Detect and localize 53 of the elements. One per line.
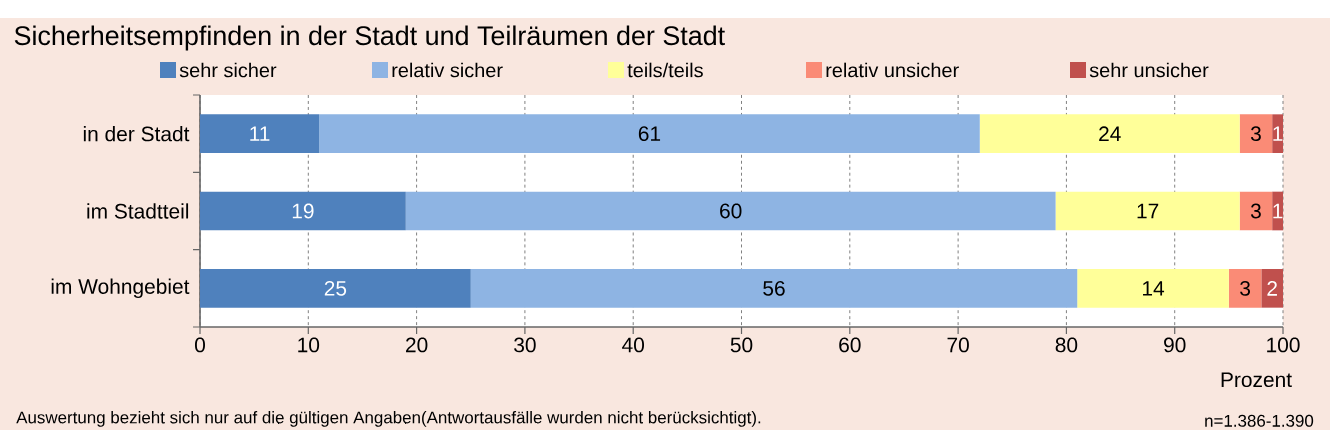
x-tick-label: 40 (622, 337, 645, 353)
data-label: 61 (638, 126, 661, 142)
bar (1272, 191, 1284, 231)
chart-title: Sicherheitsempfinden in der Stadt und Teilräumen der Stadt (14, 25, 725, 51)
legend-label: sehr unsicher (1089, 62, 1209, 78)
data-label: 11 (250, 126, 270, 141)
data-label: 2 (1267, 281, 1277, 296)
legend-label: sehr sicher (179, 62, 277, 78)
data-label: 3 (1240, 280, 1251, 296)
text: Auswertung bezieht sich nur auf die gültigen Angaben(Antwortausfälle wurden nicht berücksichtigt). (16, 411, 761, 427)
x-tick-label: 50 (730, 337, 753, 353)
x-tick-label: 100 (1267, 337, 1300, 353)
data-label: 17 (1137, 203, 1159, 219)
x-axis-title: Prozent (1221, 372, 1292, 388)
bar (200, 114, 320, 153)
x-tick-label: 30 (514, 337, 536, 353)
bar (1272, 114, 1284, 153)
data-label: 14 (1143, 281, 1165, 296)
bar (1239, 191, 1273, 231)
x-tick-label: 20 (406, 337, 428, 353)
data-label: 19 (292, 203, 314, 219)
data-label: 1 (1273, 126, 1283, 141)
x-tick-label: 0 (195, 337, 205, 353)
bar (979, 114, 1240, 153)
legend-label: relativ unsicher (826, 62, 959, 78)
bar (1239, 114, 1273, 153)
x-tick-label: 80 (1055, 337, 1078, 353)
legend-label: relativ sicher (392, 62, 503, 78)
data-label: 24 (1099, 126, 1121, 141)
bar (470, 269, 1078, 308)
bar (319, 114, 980, 153)
y-tick-label: in der Stadt (83, 125, 190, 142)
data-label: 3 (1250, 203, 1261, 219)
data-label: 25 (324, 280, 347, 296)
bar (1261, 269, 1284, 308)
bar (1228, 269, 1262, 308)
data-label: 60 (720, 203, 742, 219)
x-tick-label: 10 (298, 337, 320, 353)
x-tick-label: 90 (1164, 337, 1186, 353)
bar (405, 191, 1056, 231)
x-tick-label: 70 (947, 337, 969, 353)
data-label: 56 (763, 280, 785, 296)
text: n=1.386-1.390 (1205, 414, 1314, 427)
bar (200, 191, 406, 231)
x-tick-label: 60 (839, 337, 861, 353)
y-tick-label: im Stadtteil (87, 203, 189, 219)
data-label: 1 (1273, 203, 1283, 219)
y-tick-label: im Wohngebiet (51, 278, 190, 299)
data-label: 3 (1250, 126, 1261, 142)
legend-label: teils/teils (627, 62, 703, 78)
bar (1055, 191, 1240, 231)
bar (200, 269, 471, 308)
bar (1077, 269, 1229, 308)
